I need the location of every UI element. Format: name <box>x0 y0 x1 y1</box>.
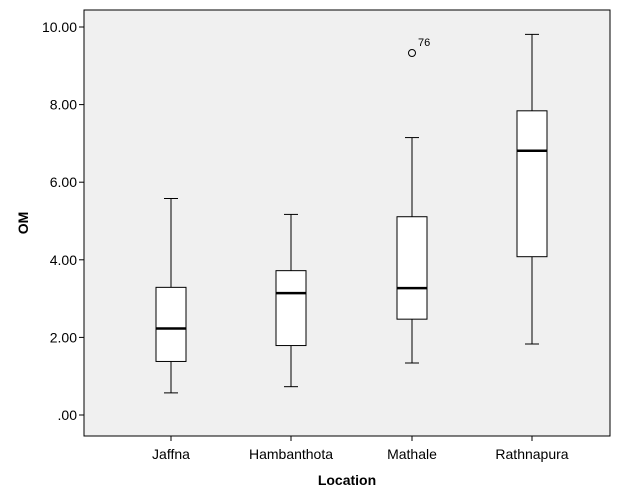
x-tick-label: Rathnapura <box>495 446 568 462</box>
y-tick-label: 4.00 <box>50 252 77 268</box>
box-mathale: 76 <box>396 37 430 364</box>
y-tick-label: .00 <box>58 407 78 423</box>
y-axis: .00 2.00 4.00 6.00 8.00 10.00 <box>42 19 84 423</box>
box-jaffna <box>155 197 187 394</box>
x-tick-label: Hambanthota <box>249 446 333 462</box>
boxes: 76 <box>155 33 548 394</box>
box-hambanthota <box>275 213 307 388</box>
y-tick-label: 8.00 <box>50 97 77 113</box>
box-rathnapura <box>516 33 548 345</box>
box-iqr <box>396 216 428 320</box>
box-iqr <box>516 110 548 258</box>
outlier-label: 76 <box>418 37 430 49</box>
y-tick-label: 2.00 <box>50 329 77 345</box>
x-tick-label: Jaffna <box>152 446 190 462</box>
y-tick-label: 10.00 <box>42 19 77 35</box>
x-axis: Jaffna Hambanthota Mathale Rathnapura <box>152 436 569 462</box>
outlier-point <box>408 48 416 57</box>
x-tick-label: Mathale <box>387 446 437 462</box>
x-axis-title: Location <box>318 472 376 488</box>
box-iqr <box>155 286 187 362</box>
box-iqr <box>275 270 307 347</box>
y-axis-title: OM <box>15 212 31 235</box>
y-tick-label: 6.00 <box>50 174 77 190</box>
